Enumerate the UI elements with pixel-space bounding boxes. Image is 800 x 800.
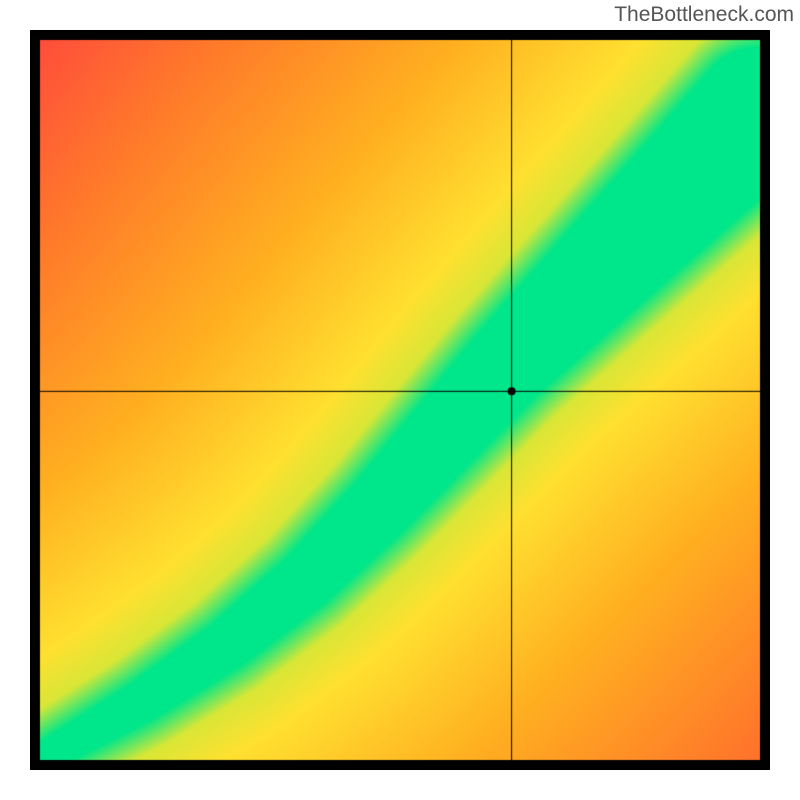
chart-container: TheBottleneck.com	[0, 0, 800, 800]
chart-area	[30, 30, 770, 770]
watermark-text: TheBottleneck.com	[614, 3, 794, 27]
heatmap-canvas	[30, 30, 770, 770]
